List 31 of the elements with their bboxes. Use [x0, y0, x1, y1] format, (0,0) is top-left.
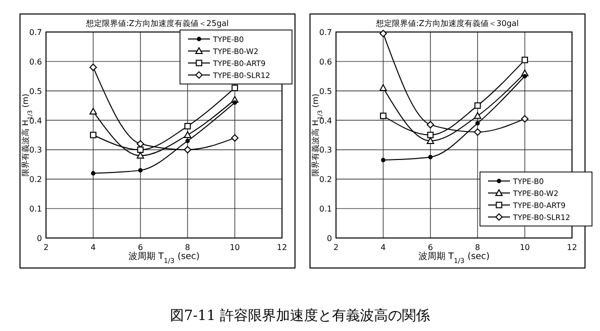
x-tick-label: 4 [380, 243, 386, 252]
y-tick-label: 0.1 [319, 204, 332, 214]
x-tick-label: 2 [333, 243, 339, 252]
x-axis-title: 波周期 T$_{1/3}$ (sec) [418, 251, 490, 265]
y-tick-label: 0.6 [319, 57, 332, 66]
y-tick-label: 0.3 [29, 146, 42, 155]
y-tick-label: 0.2 [319, 175, 332, 184]
y-tick-label: 0.3 [319, 146, 332, 155]
x-tick-label: 6 [138, 243, 143, 252]
x-tick-label: 8 [475, 243, 480, 252]
x-tick-label: 10 [520, 243, 530, 252]
chart-title: 想定限界値:Z方向加速度有義値＜25gal [85, 19, 229, 28]
y-tick-label: 0.7 [319, 28, 332, 37]
x-tick-label: 4 [90, 243, 96, 252]
y-tick-label: 0.7 [29, 28, 42, 37]
y-tick-label: 0.6 [29, 57, 42, 66]
x-tick-label: 8 [185, 243, 190, 252]
y-tick-label: 0 [36, 234, 42, 243]
x-tick-label: 12 [276, 243, 288, 252]
caption: 図7-11 許容限界加速度と有義波高の関係 [170, 308, 430, 324]
y-tick-label: 0 [326, 234, 332, 243]
y-tick-label: 0.2 [29, 175, 42, 184]
chart-title: 想定限界値:Z方向加速度有義値＜30gal [375, 19, 519, 28]
x-axis-title: 波周期 T$_{1/3}$ (sec) [128, 251, 200, 265]
y-tick-label: 0.1 [29, 204, 42, 214]
x-tick-label: 12 [566, 243, 578, 252]
y-tick-label: 0.5 [319, 86, 332, 96]
x-tick-label: 2 [43, 243, 49, 252]
y-tick-label: 0.5 [29, 86, 42, 96]
x-tick-label: 10 [230, 243, 240, 252]
x-tick-label: 6 [428, 243, 433, 252]
